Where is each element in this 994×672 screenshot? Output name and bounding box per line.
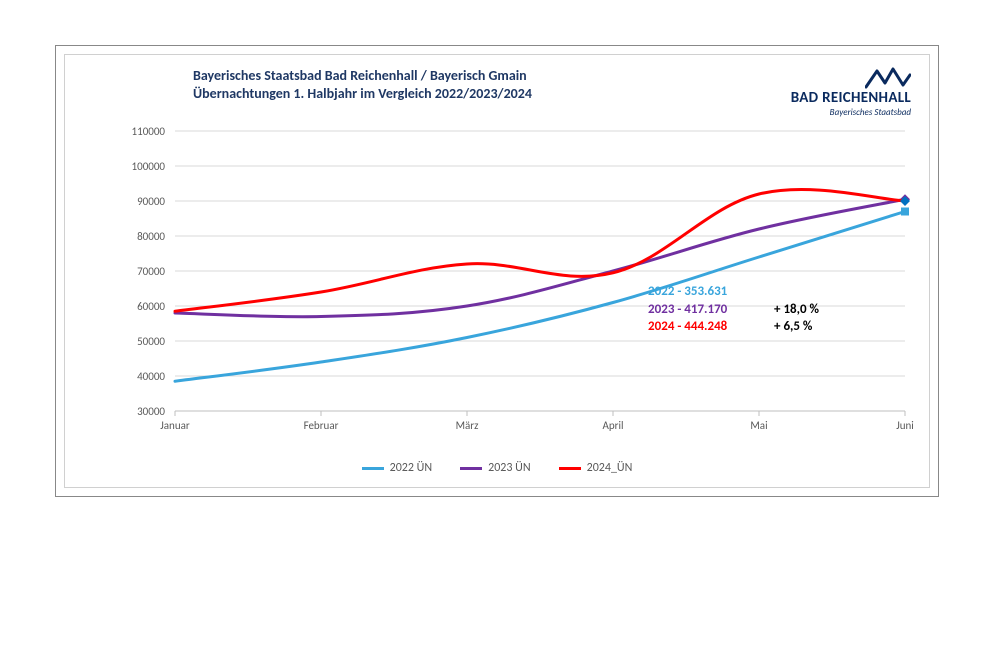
line-chart: 30000 40000 50000 60000 70000 80000 90000 10000… xyxy=(65,55,929,487)
legend-swatch xyxy=(559,467,581,470)
svg-text:40000: 40000 xyxy=(137,370,165,383)
annotation-text: 2024 - 444.248 xyxy=(648,318,768,336)
legend-label: 2022 ÜN xyxy=(390,461,433,475)
legend-label: 2023 ÜN xyxy=(488,461,531,475)
svg-text:Mai: Mai xyxy=(750,419,767,432)
chart-outer-frame: Bayerisches Staatsbad Bad Reichenhall / … xyxy=(55,45,939,497)
svg-text:90000: 90000 xyxy=(137,195,165,208)
svg-text:April: April xyxy=(602,419,623,432)
annotation-row: 2024 - 444.248 + 6,5 % xyxy=(648,318,819,336)
annotation-pct: + 18,0 % xyxy=(774,301,819,319)
svg-text:110000: 110000 xyxy=(132,125,166,138)
chart-legend: 2022 ÜN 2023 ÜN 2024_ÜN xyxy=(65,461,929,475)
svg-text:30000: 30000 xyxy=(137,405,165,418)
legend-label: 2024_ÜN xyxy=(587,461,633,475)
legend-swatch xyxy=(362,467,384,470)
svg-text:März: März xyxy=(456,419,480,432)
svg-text:Januar: Januar xyxy=(160,419,190,432)
legend-item: 2024_ÜN xyxy=(559,461,633,475)
svg-text:Februar: Februar xyxy=(304,419,339,432)
svg-text:80000: 80000 xyxy=(137,230,165,243)
summary-annotations: 2022 - 353.6312023 - 417.170+ 18,0 %2024… xyxy=(648,283,819,336)
chart-inner-frame: Bayerisches Staatsbad Bad Reichenhall / … xyxy=(64,54,930,488)
annotation-text: 2022 - 353.631 xyxy=(648,283,768,301)
annotation-text: 2023 - 417.170 xyxy=(648,301,768,319)
legend-item: 2023 ÜN xyxy=(460,461,531,475)
svg-text:60000: 60000 xyxy=(137,300,165,313)
legend-swatch xyxy=(460,467,482,470)
annotation-pct: + 6,5 % xyxy=(774,318,812,336)
legend-item: 2022 ÜN xyxy=(362,461,433,475)
svg-text:50000: 50000 xyxy=(137,335,165,348)
annotation-row: 2023 - 417.170 + 18,0 % xyxy=(648,301,819,319)
annotation-row: 2022 - 353.631 xyxy=(648,283,819,301)
svg-text:100000: 100000 xyxy=(132,160,166,173)
svg-text:70000: 70000 xyxy=(137,265,165,278)
svg-text:Juni: Juni xyxy=(896,419,914,432)
